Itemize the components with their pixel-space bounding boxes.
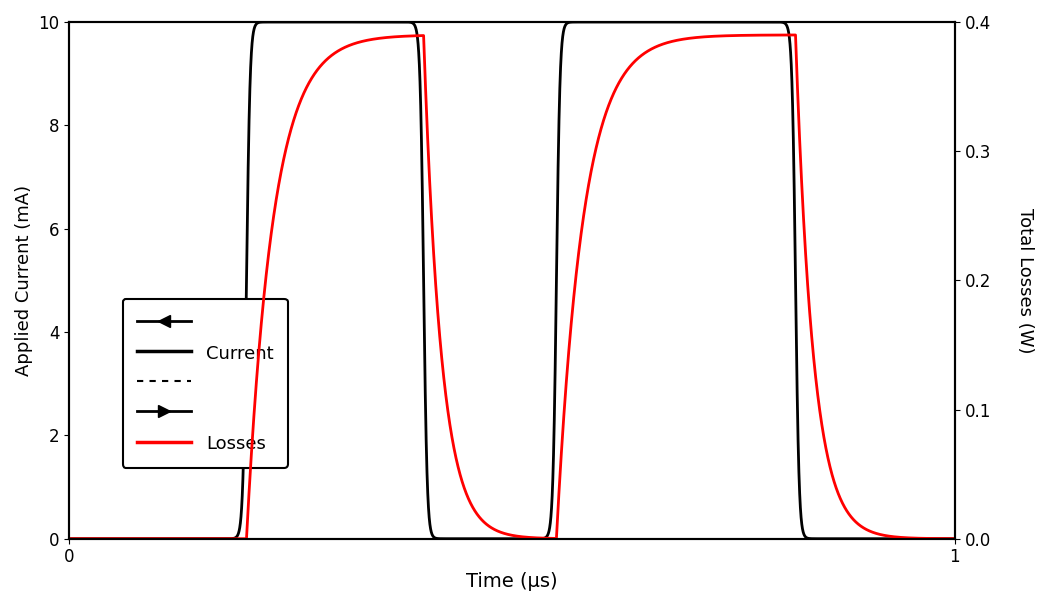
Y-axis label: Total Losses (W): Total Losses (W) (1016, 208, 1034, 353)
Legend: , Current, , , Losses: , Current, , , Losses (123, 299, 287, 468)
X-axis label: Time (μs): Time (μs) (467, 572, 558, 591)
Y-axis label: Applied Current (mA): Applied Current (mA) (15, 185, 33, 376)
